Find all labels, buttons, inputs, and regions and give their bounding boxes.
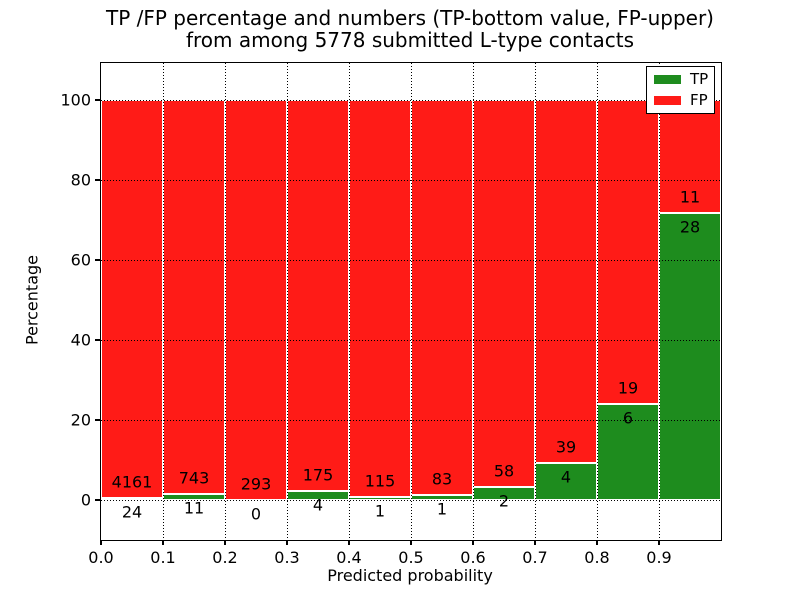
bar-fp-segment (349, 100, 411, 497)
x-axis-label: Predicted probability (327, 566, 493, 585)
fp-count-label: 4161 (111, 472, 153, 492)
y-tick-label: 100 (60, 90, 91, 110)
tp-count-label: 11 (183, 498, 205, 518)
legend-swatch-tp-icon (654, 75, 681, 84)
x-axis-tick (286, 540, 288, 545)
fp-count-label: 115 (364, 471, 396, 491)
gridline-vertical (348, 63, 350, 540)
gridline-vertical (224, 63, 226, 540)
x-tick-label: 0.8 (584, 548, 610, 567)
tp-count-label: 2 (498, 491, 510, 511)
chart-title-line1: TP /FP percentage and numbers (TP-bottom… (106, 6, 714, 30)
tp-count-label: 4 (560, 467, 572, 487)
bar-fp-segment (411, 100, 473, 496)
y-axis-tick (95, 339, 100, 341)
bar-fp-segment (101, 100, 163, 498)
fp-count-label: 58 (493, 461, 515, 481)
tp-count-label: 24 (121, 502, 143, 522)
x-axis-tick (658, 540, 660, 545)
x-tick-label: 0.6 (460, 548, 486, 567)
x-tick-label: 0.5 (398, 548, 424, 567)
y-tick-label: 80 (70, 170, 91, 190)
y-axis-tick (95, 179, 100, 181)
tp-count-label: 28 (679, 217, 701, 237)
gridline-vertical (410, 63, 412, 540)
tp-count-label: 0 (250, 504, 262, 524)
x-axis-tick (534, 540, 536, 545)
x-tick-label: 0.3 (274, 548, 300, 567)
y-axis-tick (95, 99, 100, 101)
x-axis-tick (224, 540, 226, 545)
legend-entry-fp: FP (654, 91, 708, 109)
y-axis-label: Percentage (22, 254, 42, 346)
y-axis-tick (95, 499, 100, 501)
gridline-vertical (596, 63, 598, 540)
x-tick-label: 0.2 (212, 548, 238, 567)
y-axis-tick (95, 419, 100, 421)
gridline-vertical (534, 63, 536, 540)
y-tick-label: 40 (70, 330, 91, 350)
y-axis-tick (95, 259, 100, 261)
legend-entry-tp: TP (654, 70, 709, 88)
x-tick-label: 0.7 (522, 548, 548, 567)
fp-count-label: 39 (555, 437, 577, 457)
bar-fp-segment (535, 100, 597, 463)
x-tick-label: 0.1 (150, 548, 176, 567)
bar-fp-segment (163, 100, 225, 495)
plot-area: 0 20 40 60 80 100 0.0 0.1 0.2 0.3 0.4 0.5 0.6 0.7 0.8 0… (60, 62, 722, 567)
x-axis-tick (348, 540, 350, 545)
chart-title-line2: from among 5778 submitted L-type contact… (185, 28, 635, 52)
tp-count-label: 1 (374, 501, 386, 521)
x-tick-label: 0.0 (88, 548, 114, 567)
fp-count-label: 19 (617, 378, 639, 398)
bar-tp-segment (535, 462, 597, 500)
bar-tp-segment (659, 212, 721, 500)
fp-count-label: 83 (431, 469, 453, 489)
legend-label-fp: FP (690, 91, 708, 109)
x-tick-label: 0.9 (646, 548, 672, 567)
fp-count-label: 175 (302, 465, 334, 485)
y-tick-label: 60 (70, 250, 91, 270)
x-axis-tick (410, 540, 412, 545)
legend-swatch-fp-icon (654, 96, 681, 105)
fp-count-label: 11 (679, 187, 701, 207)
gridline-vertical (162, 63, 164, 540)
x-axis-tick (100, 540, 102, 545)
legend-label-tp: TP (690, 70, 709, 88)
bar-fp-segment (473, 100, 535, 487)
y-tick-label: 0 (80, 490, 91, 510)
fp-count-label: 293 (240, 474, 272, 494)
y-tick-label: 20 (70, 410, 91, 430)
bar-fp-segment (287, 100, 349, 492)
tp-count-label: 6 (622, 408, 634, 428)
gridline-vertical (286, 63, 288, 540)
bar-fp-segment (225, 100, 287, 500)
tp-count-label: 1 (436, 499, 448, 519)
x-axis-tick (596, 540, 598, 545)
tp-count-label: 4 (312, 495, 324, 515)
fp-count-label: 743 (178, 468, 210, 488)
x-axis-tick (472, 540, 474, 545)
gridline-vertical (658, 63, 660, 540)
bar-fp-segment (597, 100, 659, 404)
legend: TP FP (646, 66, 715, 114)
x-axis-tick (162, 540, 164, 545)
gridline-vertical (472, 63, 474, 540)
x-tick-label: 0.4 (336, 548, 362, 567)
